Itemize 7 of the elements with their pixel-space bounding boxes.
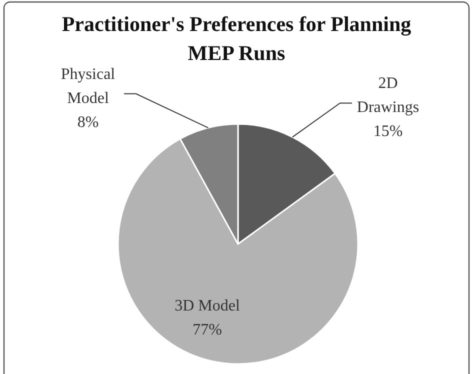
slice-label: Physical Model: [60, 66, 116, 107]
slice-label: 3D Model: [174, 297, 241, 314]
data-label: 77%: [192, 321, 222, 338]
data-label: 15%: [373, 123, 403, 140]
slice-label: 2D Drawings: [356, 75, 420, 116]
chart-title: Practitioner's Preferences for Planning MEP Runs: [62, 12, 412, 65]
data-label: 8%: [77, 114, 99, 131]
